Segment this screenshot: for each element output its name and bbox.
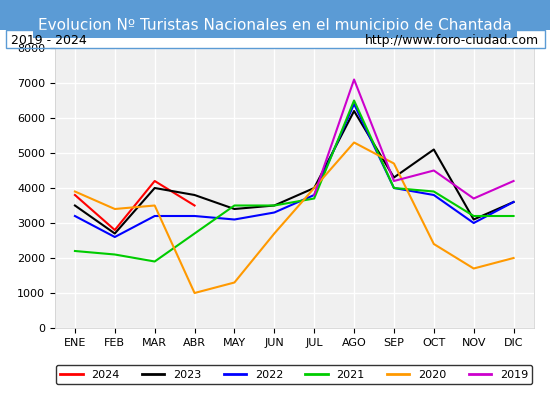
- Text: 2019 - 2024: 2019 - 2024: [11, 34, 87, 47]
- Legend: 2024, 2023, 2022, 2021, 2020, 2019: 2024, 2023, 2022, 2021, 2020, 2019: [56, 365, 532, 384]
- Text: http://www.foro-ciudad.com: http://www.foro-ciudad.com: [365, 34, 539, 47]
- Text: Evolucion Nº Turistas Nacionales en el municipio de Chantada: Evolucion Nº Turistas Nacionales en el m…: [38, 18, 512, 33]
